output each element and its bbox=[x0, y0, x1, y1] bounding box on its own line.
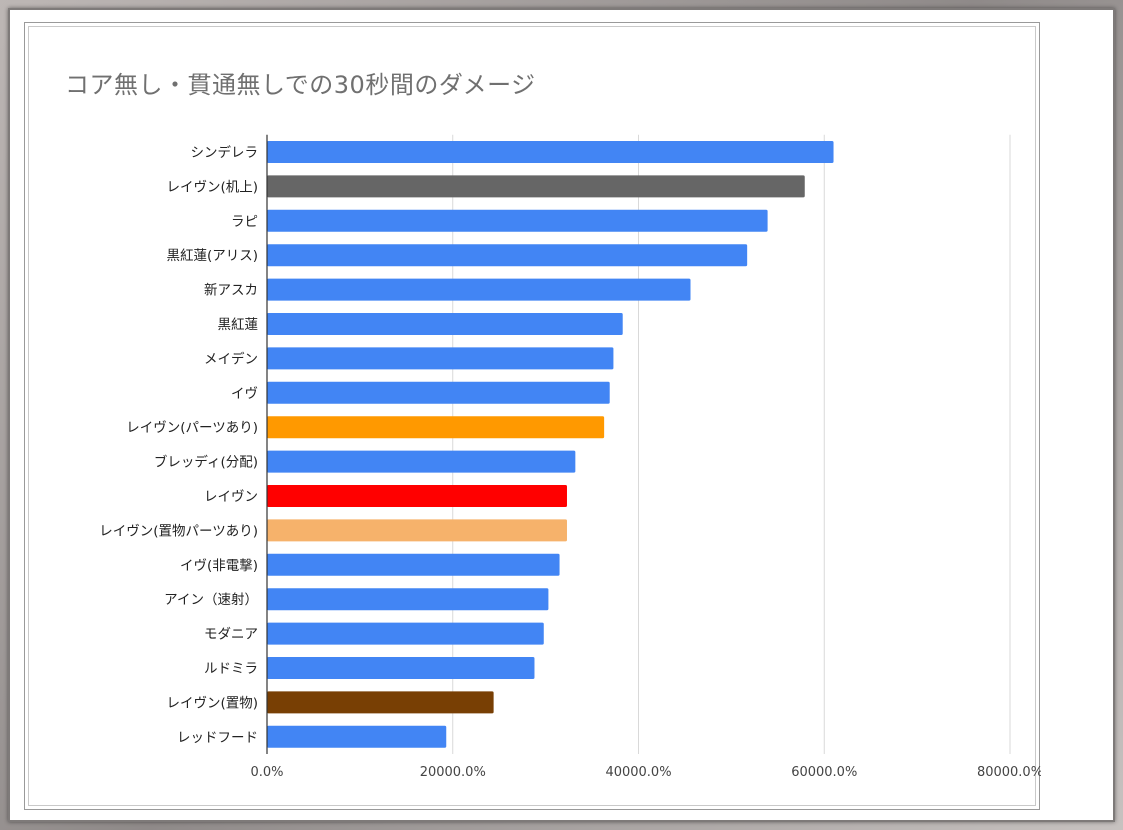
category-label: シンデレラ bbox=[191, 144, 259, 161]
category-label: レイヴン bbox=[204, 488, 258, 505]
x-tick-label: 20000.0% bbox=[420, 765, 486, 780]
x-tick-label: 0.0% bbox=[250, 765, 283, 780]
bar-chart: 0.0% 20000.0% 40000.0% 60000.0% 80000.0% シンデレ… bbox=[99, 134, 1041, 780]
bar bbox=[267, 519, 567, 542]
bar bbox=[267, 725, 447, 748]
bar bbox=[267, 209, 768, 232]
x-tick-label: 80000.0% bbox=[977, 765, 1041, 780]
bar bbox=[267, 381, 610, 404]
category-label: イヴ bbox=[231, 385, 258, 402]
category-label: モダニア bbox=[204, 627, 258, 643]
bar bbox=[267, 588, 549, 611]
bar bbox=[267, 175, 805, 198]
category-label: 黒紅蓮(アリス) bbox=[166, 248, 258, 264]
bar bbox=[267, 485, 567, 507]
bar bbox=[267, 553, 560, 576]
chart-container: コア無し・貫通無しでの30秒間のダメージ 0.0% 20000.0% 40000.0… bbox=[24, 22, 1041, 810]
category-label: レイヴン(置物) bbox=[166, 694, 258, 711]
category-label: レイヴン(机上) bbox=[166, 178, 258, 195]
category-label: 新アスカ bbox=[204, 283, 258, 299]
bar bbox=[267, 141, 834, 163]
bar bbox=[267, 347, 614, 370]
bar bbox=[267, 691, 494, 714]
x-tick-label: 60000.0% bbox=[791, 765, 857, 780]
category-label: ラピ bbox=[231, 214, 258, 230]
category-label: アイン（速射） bbox=[164, 592, 258, 608]
bar bbox=[267, 244, 748, 267]
bar bbox=[267, 416, 605, 439]
chart-inner-border bbox=[28, 26, 1036, 806]
chart-title: コア無し・貫通無しでの30秒間のダメージ bbox=[65, 71, 536, 99]
bar bbox=[267, 622, 544, 645]
category-label: レッドフード bbox=[177, 730, 258, 746]
window-frame: コア無し・貫通無しでの30秒間のダメージ 0.0% 20000.0% 40000.0… bbox=[8, 8, 1115, 822]
bar bbox=[267, 657, 535, 679]
category-label: レイヴン(置物パーツあり) bbox=[99, 522, 258, 539]
bar bbox=[267, 450, 576, 473]
category-label: レイヴン(パーツあり) bbox=[126, 419, 258, 436]
category-label: ルドミラ bbox=[204, 661, 258, 677]
category-label: メイデン bbox=[204, 350, 258, 367]
x-tick-label: 40000.0% bbox=[605, 765, 671, 780]
category-label: 黒紅蓮 bbox=[218, 317, 259, 333]
category-label: ブレッディ(分配) bbox=[154, 454, 258, 471]
category-label: イヴ(非電撃) bbox=[180, 557, 258, 574]
bar bbox=[267, 278, 691, 301]
bar bbox=[267, 313, 623, 335]
